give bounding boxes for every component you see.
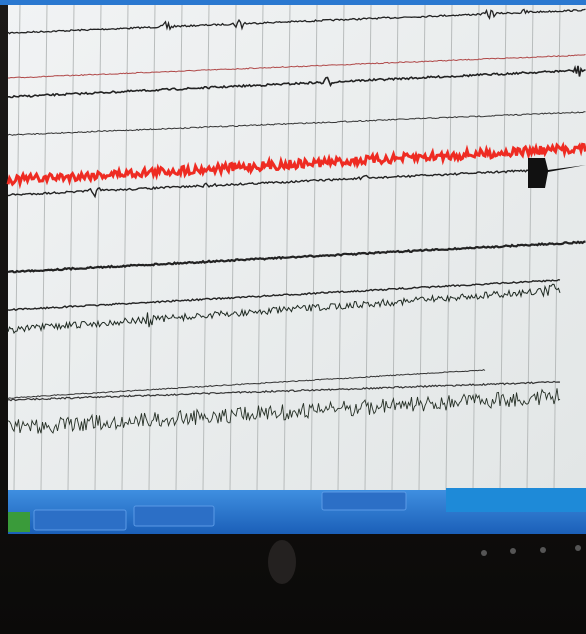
taskbar-button[interactable] <box>134 506 214 526</box>
bezel-button <box>575 545 581 551</box>
bezel-button <box>481 550 487 556</box>
photo <box>0 0 586 634</box>
monitor-photo <box>0 0 586 634</box>
reflection <box>268 540 296 584</box>
start-button[interactable] <box>8 512 30 532</box>
window-top-bar <box>0 0 586 5</box>
bezel-button <box>540 547 546 553</box>
bezel-button <box>510 548 516 554</box>
system-tray <box>446 488 586 512</box>
taskbar-button[interactable] <box>34 510 126 530</box>
taskbar-button[interactable] <box>322 492 406 510</box>
screen <box>8 4 586 494</box>
